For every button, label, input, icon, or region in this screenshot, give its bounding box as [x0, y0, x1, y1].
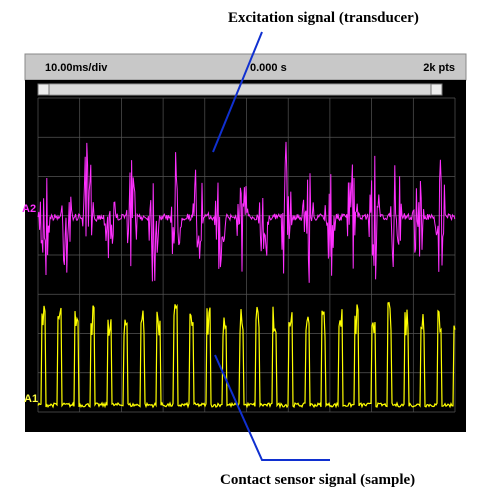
scroll-left[interactable]: [38, 84, 49, 95]
channel-label: A2: [22, 203, 36, 215]
scope-screen: [25, 80, 466, 432]
scroll-right[interactable]: [431, 84, 442, 95]
delay: 0.000 s: [250, 62, 287, 74]
top-annotation: Excitation signal (transducer): [228, 10, 419, 26]
bottom-annotation: Contact sensor signal (sample): [220, 472, 415, 488]
points: 2k pts: [423, 62, 455, 74]
figure: Excitation signal (transducer) 10.00ms/d…: [0, 0, 494, 499]
timebase: 10.00ms/div: [45, 62, 108, 74]
page: Excitation signal (transducer) 10.00ms/d…: [0, 0, 494, 499]
channel-label: A1: [24, 393, 38, 405]
